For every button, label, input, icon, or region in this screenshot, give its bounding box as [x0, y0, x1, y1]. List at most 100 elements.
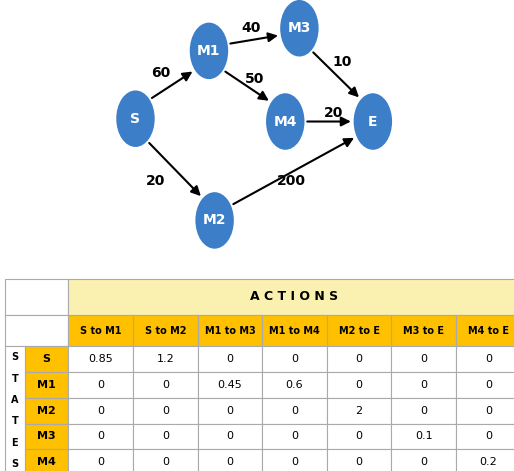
Text: 0.85: 0.85: [88, 354, 113, 364]
Text: M4: M4: [273, 114, 297, 129]
Text: M3 to E: M3 to E: [403, 325, 444, 335]
Text: 0: 0: [485, 431, 492, 441]
Text: M2: M2: [37, 406, 56, 416]
Text: M1: M1: [37, 380, 56, 390]
Text: 20: 20: [324, 106, 343, 120]
Text: T: T: [11, 374, 19, 383]
Ellipse shape: [266, 93, 304, 150]
Text: 0: 0: [291, 431, 298, 441]
Text: S: S: [11, 352, 19, 362]
Text: 0: 0: [485, 406, 492, 416]
Bar: [68, 315, 133, 346]
Ellipse shape: [195, 192, 234, 249]
Bar: [392, 372, 456, 398]
Text: 2: 2: [356, 406, 363, 416]
Bar: [456, 315, 514, 346]
Text: 0: 0: [420, 380, 427, 390]
Text: 0: 0: [97, 457, 104, 467]
Bar: [133, 398, 197, 423]
Text: S to M2: S to M2: [144, 325, 186, 335]
Text: S to M1: S to M1: [80, 325, 121, 335]
Text: 0: 0: [420, 406, 427, 416]
Bar: [68, 449, 133, 471]
Text: 0: 0: [291, 457, 298, 467]
Bar: [25, 372, 68, 398]
Text: M1 to M4: M1 to M4: [269, 325, 320, 335]
Bar: [262, 398, 327, 423]
Text: T: T: [11, 416, 19, 426]
Text: 200: 200: [277, 174, 305, 188]
Text: 0: 0: [226, 457, 233, 467]
Text: 50: 50: [245, 72, 264, 86]
Bar: [133, 346, 197, 372]
Ellipse shape: [354, 93, 392, 150]
Text: 0: 0: [420, 457, 427, 467]
Bar: [456, 346, 514, 372]
Text: 0: 0: [356, 457, 363, 467]
Bar: [68, 398, 133, 423]
Bar: [197, 346, 262, 372]
Text: 0: 0: [162, 406, 169, 416]
Bar: [197, 398, 262, 423]
Text: S: S: [43, 354, 50, 364]
Text: M4 to E: M4 to E: [468, 325, 509, 335]
Bar: [456, 423, 514, 449]
Text: 20: 20: [145, 174, 165, 188]
Text: 0: 0: [97, 380, 104, 390]
Bar: [262, 449, 327, 471]
Text: 0: 0: [356, 354, 363, 364]
Bar: [262, 423, 327, 449]
Bar: [392, 315, 456, 346]
Bar: [197, 423, 262, 449]
Bar: [25, 423, 68, 449]
Text: 0: 0: [291, 406, 298, 416]
Bar: [262, 372, 327, 398]
Text: 0: 0: [485, 354, 492, 364]
Text: 0.2: 0.2: [480, 457, 497, 467]
Text: 0: 0: [226, 406, 233, 416]
Bar: [456, 398, 514, 423]
Text: M4: M4: [37, 457, 56, 467]
Text: 0: 0: [162, 431, 169, 441]
Bar: [262, 315, 327, 346]
Bar: [25, 449, 68, 471]
Bar: [262, 346, 327, 372]
Text: M2 to E: M2 to E: [339, 325, 380, 335]
Bar: [68, 346, 133, 372]
Text: 0: 0: [356, 431, 363, 441]
Text: M1 to M3: M1 to M3: [205, 325, 255, 335]
Bar: [133, 372, 197, 398]
Text: 1.2: 1.2: [156, 354, 174, 364]
Bar: [197, 449, 262, 471]
Text: 0: 0: [226, 431, 233, 441]
Bar: [392, 423, 456, 449]
Bar: [327, 398, 392, 423]
Text: A: A: [11, 395, 19, 405]
Bar: [392, 449, 456, 471]
Text: E: E: [12, 438, 18, 448]
Bar: [197, 372, 262, 398]
Text: 0: 0: [420, 354, 427, 364]
Bar: [25, 346, 68, 372]
Text: 0.45: 0.45: [217, 380, 242, 390]
Text: 0: 0: [97, 406, 104, 416]
Ellipse shape: [116, 90, 155, 147]
Text: M2: M2: [203, 213, 226, 227]
Bar: [5, 279, 68, 315]
Bar: [456, 449, 514, 471]
Text: S: S: [131, 112, 140, 126]
Text: 10: 10: [332, 55, 352, 69]
Bar: [327, 315, 392, 346]
Bar: [327, 449, 392, 471]
Text: M3: M3: [37, 431, 56, 441]
Text: 60: 60: [151, 66, 171, 81]
Ellipse shape: [190, 23, 228, 79]
Bar: [68, 423, 133, 449]
Bar: [327, 346, 392, 372]
Text: 40: 40: [242, 21, 261, 35]
Text: 0: 0: [226, 354, 233, 364]
Bar: [197, 315, 262, 346]
Text: 0: 0: [162, 380, 169, 390]
Bar: [68, 279, 514, 315]
Bar: [133, 449, 197, 471]
